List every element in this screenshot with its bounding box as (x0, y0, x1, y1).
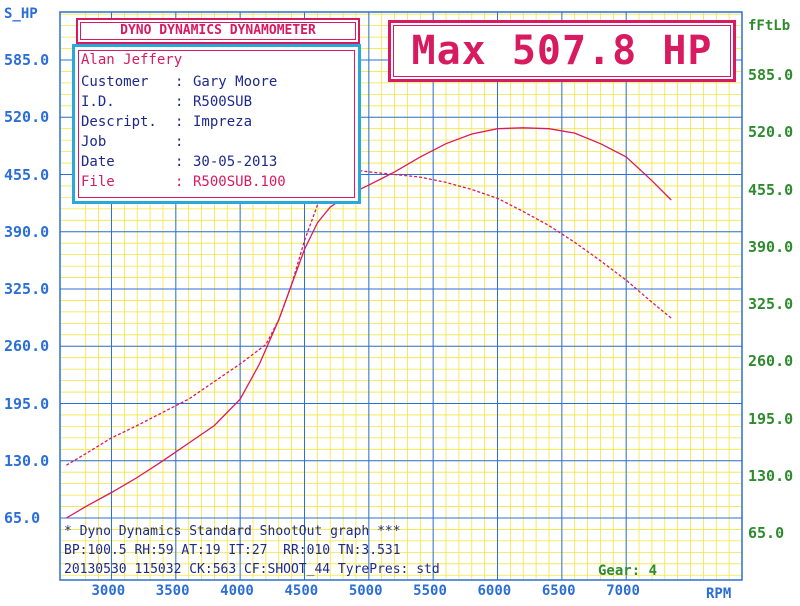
x-tick-label: 3500 (155, 583, 190, 599)
x-tick-label: 5000 (348, 583, 383, 599)
info-row-value: 30-05-2013 (193, 154, 278, 170)
info-row-value: Impreza (193, 114, 253, 130)
plot-frame (59, 11, 743, 581)
y-tick-label-right: 130.0 (748, 466, 794, 485)
info-row-value: R500SUB.100 (193, 174, 286, 190)
x-tick-label: 4500 (284, 583, 319, 599)
info-row-value: Gary Moore (193, 74, 278, 90)
info-row-label: I.D. (81, 94, 115, 110)
info-panel: Alan Jeffery Customer: Gary Moore I.D.: R50… (72, 44, 361, 204)
info-row-value: R500SUB (193, 94, 253, 110)
info-row-colon: : (175, 94, 184, 110)
info-row-colon: : (175, 114, 184, 130)
y-tick-label-left: 325.0 (4, 280, 50, 298)
y-tick-label-right: 195.0 (748, 409, 794, 428)
x-axis-unit: RPM (706, 586, 732, 602)
y-tick-label-left: 520.0 (4, 108, 50, 127)
info-row-colon: : (175, 154, 184, 170)
info-panel-inner (78, 50, 355, 198)
left-axis-unit: S_HP (4, 6, 38, 22)
max-hp-label: Max 507.8 HP (388, 20, 736, 82)
x-tick-label: 3000 (91, 583, 126, 599)
x-tick-label: 7000 (606, 583, 640, 599)
y-tick-label-left: 195.0 (4, 394, 50, 413)
y-tick-label-left: 130.0 (4, 451, 50, 470)
y-tick-label-right: 390.0 (748, 237, 794, 256)
footer-line-3: 20130530 115032 CK:563 CF:SHOOT_44 TyreP… (64, 562, 440, 577)
x-tick-label: 6000 (477, 583, 512, 599)
x-tick-label: 6500 (541, 583, 576, 599)
info-row-label: Descript. (81, 114, 157, 130)
y-tick-label-left: 260.0 (4, 337, 50, 356)
dyno-title: DYNO DYNAMICS DYNAMOMETER (76, 18, 360, 44)
info-row-colon: : (175, 134, 184, 150)
x-tick-label: 4000 (220, 583, 254, 599)
y-tick-label-left: 65.0 (4, 509, 41, 527)
info-row-label: File (81, 174, 115, 190)
footer-line-1: * Dyno Dynamics Standard ShootOut graph … (64, 524, 401, 539)
y-tick-label-right: 520.0 (748, 123, 794, 142)
y-tick-label-left: 390.0 (4, 222, 50, 241)
gear-label: Gear: 4 (598, 563, 658, 579)
y-tick-label-right: 260.0 (748, 352, 794, 371)
info-row-label: Date (81, 154, 115, 170)
info-row-label: Customer (81, 74, 149, 90)
info-row-colon: : (175, 174, 184, 190)
x-tick-label: 5500 (413, 583, 447, 599)
y-tick-label-right: 325.0 (748, 295, 794, 313)
y-tick-label-right: 65.0 (748, 524, 785, 542)
footer-line-2: BP:100.5 RH:59 AT:19 IT:27 RR:010 TN:3.5… (64, 543, 401, 558)
right-axis-unit: fFtLb (748, 18, 791, 34)
info-name: Alan Jeffery (81, 52, 183, 68)
y-tick-label-right: 455.0 (748, 180, 794, 199)
info-row-colon: : (175, 74, 184, 90)
y-tick-label-left: 455.0 (4, 165, 50, 184)
y-tick-label-right: 585.0 (748, 66, 794, 84)
y-tick-label-left: 585.0 (4, 51, 50, 69)
info-row-label: Job (81, 134, 107, 150)
